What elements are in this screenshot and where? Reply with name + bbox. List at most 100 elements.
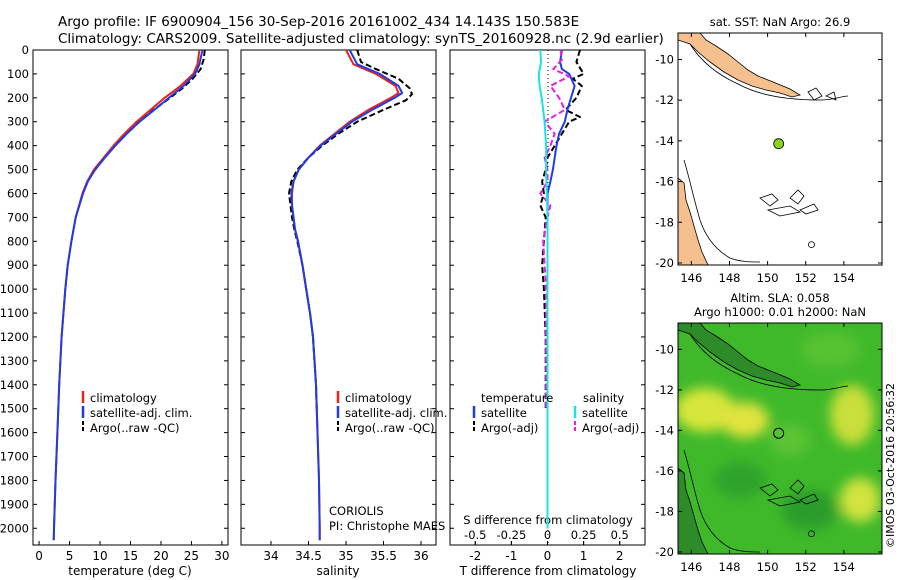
sst-map-x-axis: 146 148 150 152 154 bbox=[680, 33, 855, 285]
sla-map-title-line2: Argo h1000: 0.01 h2000: NaN bbox=[694, 305, 866, 319]
x-tick-label: -0.25 bbox=[497, 528, 527, 542]
map-y-tick-label: -16 bbox=[655, 464, 674, 478]
temperature-lines bbox=[52, 50, 206, 541]
x-tick-label: 30 bbox=[214, 549, 229, 563]
map-marker-circle bbox=[808, 530, 815, 538]
depth-tick-label: 1400 bbox=[0, 378, 29, 392]
map-x-tick-label: 148 bbox=[719, 560, 741, 574]
difference-y-ticks bbox=[450, 49, 645, 529]
depth-tick-label: 1900 bbox=[0, 497, 29, 511]
depth-tick-label: 200 bbox=[7, 91, 29, 105]
map-x-tick-label: 154 bbox=[833, 560, 855, 574]
map-y-tick-label: -10 bbox=[655, 342, 674, 356]
x-tick-label: 36 bbox=[413, 549, 428, 563]
legend-argo: Argo(..raw -QC) bbox=[90, 421, 180, 435]
land-png-coast bbox=[678, 323, 802, 388]
depth-tick-label: 1500 bbox=[0, 402, 29, 416]
land-png-coast bbox=[678, 33, 802, 98]
x-tick-label: 0 bbox=[544, 549, 552, 563]
x-tick-label: 34 bbox=[263, 549, 278, 563]
map-y-tick-label: -14 bbox=[655, 134, 674, 148]
temperature-axes-frame bbox=[32, 49, 229, 546]
x-tick-label: 0 bbox=[35, 549, 43, 563]
x-tick-label: 5 bbox=[66, 549, 74, 563]
salinity-xlabel: salinity bbox=[316, 564, 359, 578]
legend-s-satellite: satellite bbox=[582, 406, 628, 420]
x-tick-label: 34.5 bbox=[295, 549, 322, 563]
sla-map-x-axis: 146 148 150 152 154 bbox=[680, 323, 855, 574]
map-x-tick-label: 152 bbox=[795, 560, 817, 574]
map-y-tick-label: -16 bbox=[655, 175, 674, 189]
depth-tick-label: 1300 bbox=[0, 354, 29, 368]
map-y-tick-label: -14 bbox=[655, 423, 674, 437]
depth-tick-label: 1700 bbox=[0, 450, 29, 464]
timestamp-label: ©IMOS 03-Oct-2016 20:56:32 bbox=[884, 383, 897, 548]
sla-mid-north bbox=[800, 332, 860, 368]
legend-header-salinity: salinity bbox=[583, 391, 624, 405]
map-x-tick-label: 150 bbox=[757, 560, 779, 574]
sla-high-west bbox=[678, 388, 735, 432]
sla-map-area bbox=[678, 323, 882, 554]
land-australia-coast bbox=[678, 177, 709, 265]
sst-map-title: sat. SST: NaN Argo: 26.9 bbox=[710, 15, 851, 29]
map-x-tick-label: 146 bbox=[680, 560, 702, 574]
sla-map-panel: Altim. SLA: 0.058 Argo h1000: 0.01 h2000… bbox=[655, 291, 883, 574]
sla-map-title-line1: Altim. SLA: 0.058 bbox=[730, 291, 829, 305]
depth-tick-label: 1600 bbox=[0, 426, 29, 440]
difference-xlabel: T difference from climatology bbox=[459, 564, 637, 578]
map-marker-circle bbox=[808, 241, 815, 249]
depth-tick-label: 1200 bbox=[0, 330, 29, 344]
depth-tick-label: 800 bbox=[7, 234, 29, 248]
coriolis-label: CORIOLIS bbox=[329, 504, 384, 518]
salinity-y-ticks bbox=[241, 49, 436, 529]
map-y-tick-label: -12 bbox=[655, 93, 674, 107]
x-tick-label: 0.5 bbox=[611, 528, 629, 542]
x-tick-label: 15 bbox=[123, 549, 138, 563]
s-argo-line bbox=[539, 50, 571, 409]
map-y-tick-label: -10 bbox=[655, 52, 674, 66]
legend-argo: Argo(..raw -QC) bbox=[345, 421, 435, 435]
map-x-tick-label: 146 bbox=[680, 271, 702, 285]
satellite-line bbox=[290, 50, 404, 541]
depth-tick-label: 100 bbox=[7, 67, 29, 81]
temperature-x-axis: 0 5 10 15 20 25 30 bbox=[35, 541, 230, 563]
t-satellite-line bbox=[546, 50, 576, 529]
isobath-west bbox=[683, 449, 761, 553]
legend-t-argo: Argo(-adj) bbox=[481, 421, 538, 435]
salinity-panel: 34 34.5 35 35.5 36 salinity climatology sate… bbox=[240, 49, 447, 578]
difference-panel: -2 -1 0 1 2 -0.5 -0.25 0 0.25 0.5 T difference f… bbox=[449, 49, 646, 578]
x-tick-label: 1 bbox=[580, 549, 588, 563]
x-tick-label: 0.25 bbox=[571, 528, 597, 542]
map-y-tick-label: -18 bbox=[655, 215, 674, 229]
depth-tick-label: 2000 bbox=[0, 521, 29, 535]
map-x-tick-label: 150 bbox=[757, 271, 779, 285]
sst-map-panel: sat. SST: NaN Argo: 26.9 -10 -12 -14 -16 -18… bbox=[655, 15, 883, 285]
s-satellite-line bbox=[537, 50, 549, 529]
depth-tick-label: 0 bbox=[22, 43, 29, 57]
sla-low-south bbox=[714, 462, 766, 498]
sst-map-area bbox=[678, 33, 882, 265]
sla-map-frame bbox=[677, 322, 883, 555]
header-line2: Climatology: CARS2009. Satellite-adjuste… bbox=[58, 31, 664, 47]
x-tick-label: -2 bbox=[469, 549, 481, 563]
sst-map-y-axis: -10 -12 -14 -16 -18 -20 bbox=[655, 52, 882, 270]
temperature-panel: 0100200300400500600700800900100011001200… bbox=[0, 43, 230, 578]
satellite-line bbox=[52, 50, 204, 541]
x-tick-label: 35 bbox=[338, 549, 353, 563]
depth-tick-label: 700 bbox=[7, 210, 29, 224]
depth-tick-label: 300 bbox=[7, 115, 29, 129]
isobath-west bbox=[683, 159, 761, 263]
x-tick-label: 25 bbox=[184, 549, 199, 563]
sla-mid bbox=[770, 424, 810, 456]
difference-lines bbox=[537, 50, 585, 529]
depth-tick-label: 600 bbox=[7, 186, 29, 200]
legend-climatology: climatology bbox=[90, 391, 157, 405]
depth-tick-label: 1000 bbox=[0, 282, 29, 296]
map-y-tick-label: -18 bbox=[655, 504, 674, 518]
difference-legend: temperature salinity satellite Argo(-adj… bbox=[472, 391, 639, 435]
sla-high-east bbox=[830, 385, 874, 445]
map-y-tick-label: -20 bbox=[655, 256, 674, 270]
temperature-xlabel: temperature (deg C) bbox=[68, 564, 191, 578]
legend-climatology: climatology bbox=[345, 391, 412, 405]
